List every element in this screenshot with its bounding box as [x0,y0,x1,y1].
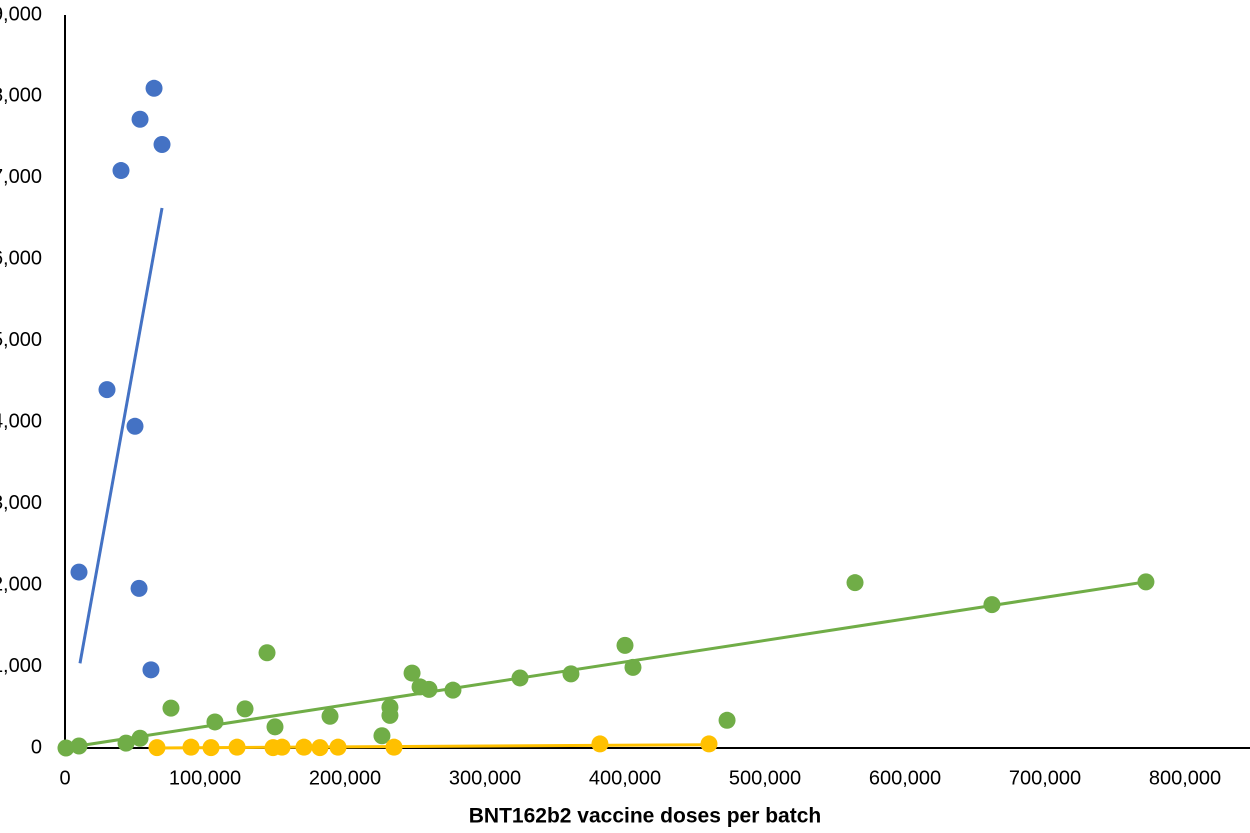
point [131,729,149,747]
point [846,574,864,592]
point [983,596,1001,614]
trendline [64,580,1147,750]
trendline [156,743,710,750]
x-tick-label: 500,000 [729,767,801,789]
point [718,711,736,729]
x-tick-label: 700,000 [1009,767,1081,789]
point [616,636,634,654]
point [591,735,609,753]
y-tick-label: 5,000 [0,329,42,351]
y-tick-label: 3,000 [0,492,42,514]
y-tick-label: 0 [31,736,42,758]
point [153,135,171,153]
point [98,381,116,399]
point [117,734,135,752]
point [70,563,88,581]
x-tick-label: 100,000 [169,767,241,789]
point [148,739,166,757]
point [381,706,399,724]
trendline [78,207,164,664]
point [112,162,130,180]
y-tick-label: 6,000 [0,248,42,270]
point [273,738,291,756]
point [131,110,149,128]
point [182,738,200,756]
point [562,665,580,683]
y-tick-label: 4,000 [0,411,42,433]
x-tick-label: 800,000 [1149,767,1221,789]
point [321,707,339,725]
point [373,727,391,745]
point [420,680,438,698]
point [162,699,180,717]
x-tick-label: 300,000 [449,767,521,789]
point [266,718,284,736]
point [700,735,718,753]
y-tick-label: 9,000 [0,3,42,25]
point [142,661,160,679]
y-tick-label: 8,000 [0,85,42,107]
y-tick-label: 1,000 [0,655,42,677]
point [385,738,403,756]
point [329,738,347,756]
point [444,681,462,699]
x-axis-label: BNT162b2 vaccine doses per batch [469,805,821,828]
point [624,658,642,676]
point [228,738,246,756]
point [295,738,313,756]
point [202,739,220,757]
point [258,644,276,662]
x-tick-label: 200,000 [309,767,381,789]
point [130,579,148,597]
x-tick-label: 600,000 [869,767,941,789]
point [1137,573,1155,591]
point [126,417,144,435]
point [403,664,421,682]
y-tick-label: 7,000 [0,166,42,188]
y-tick-label: 2,000 [0,573,42,595]
point [511,669,529,687]
point [311,739,329,757]
x-tick-label: 0 [59,767,70,789]
x-tick-label: 400,000 [589,767,661,789]
point [236,700,254,718]
point [145,79,163,97]
point [70,737,88,755]
point [57,739,75,757]
point [206,713,224,731]
